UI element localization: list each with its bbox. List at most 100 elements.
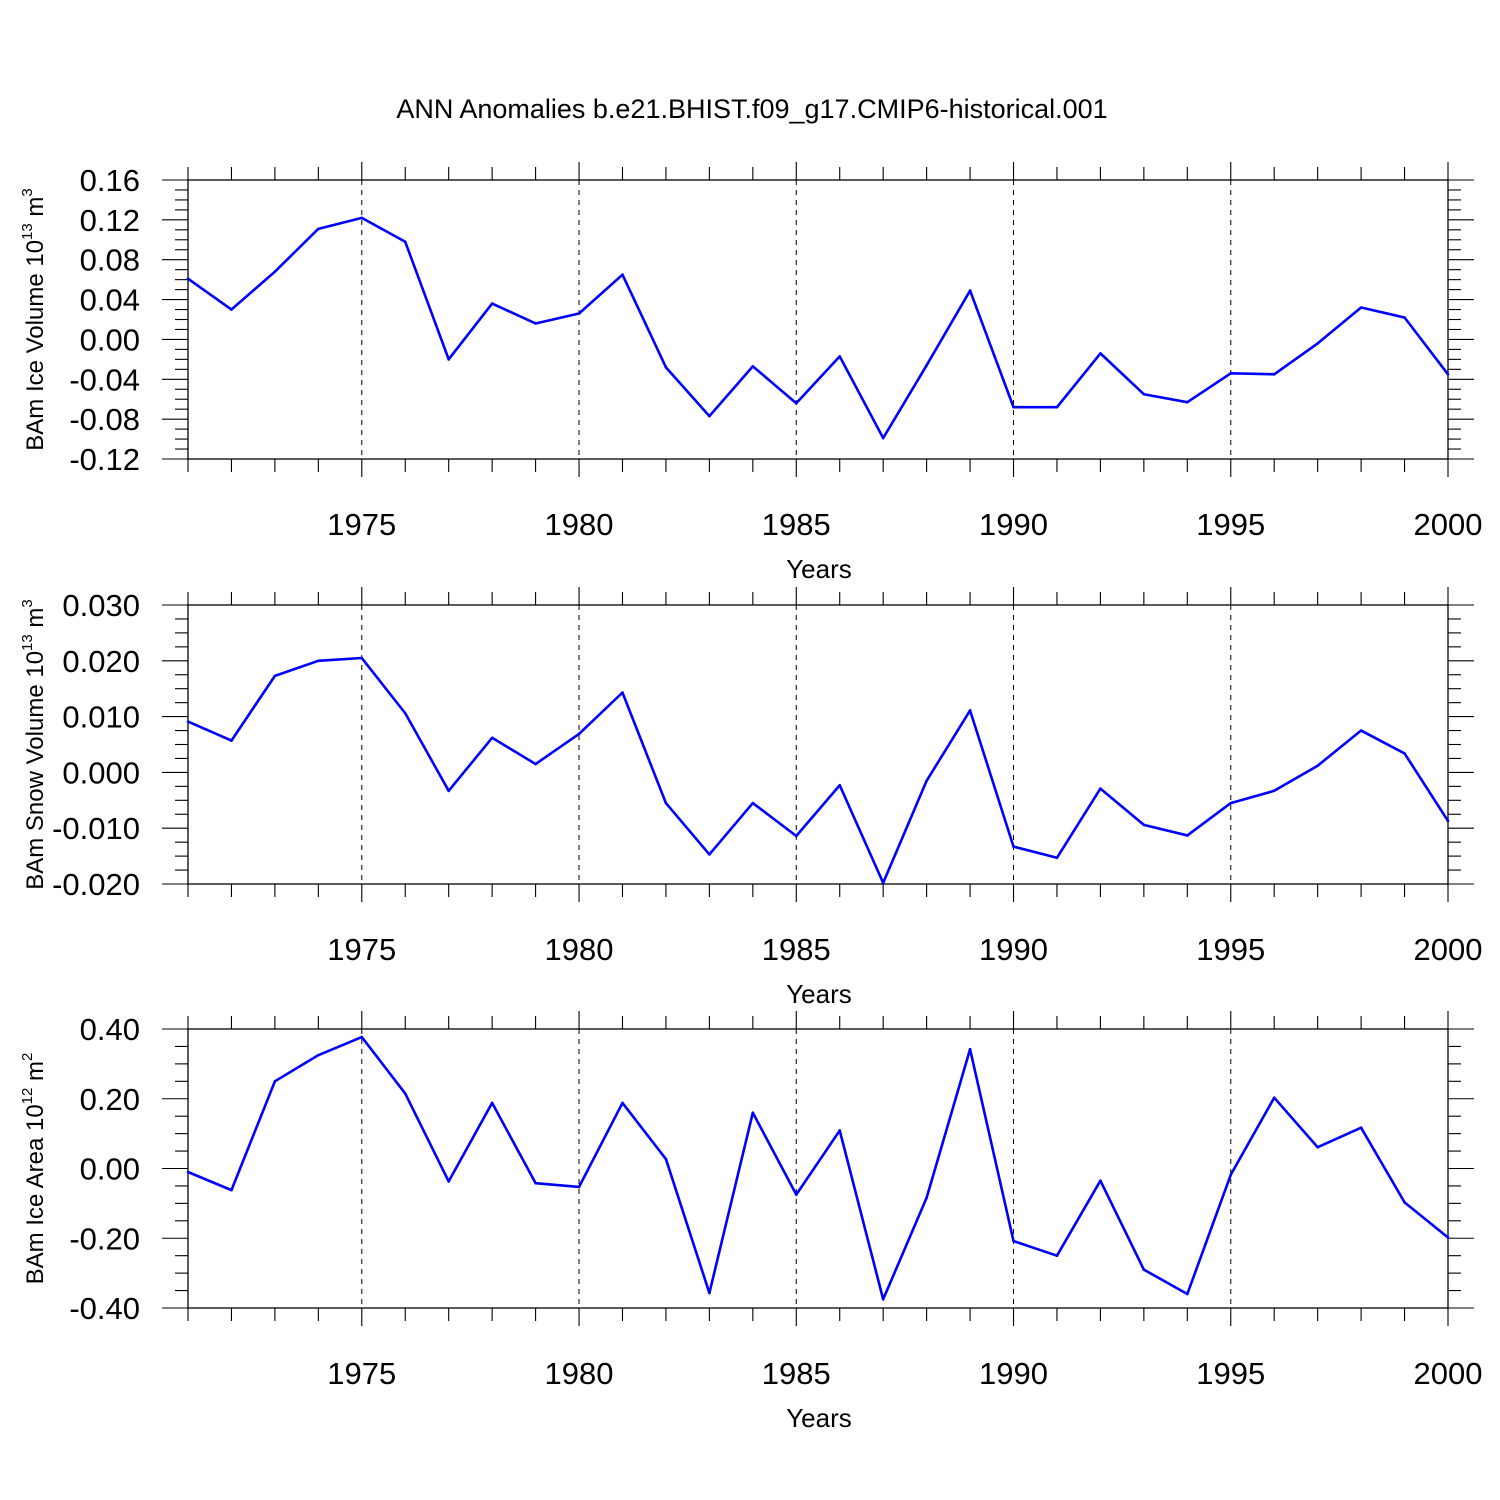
data-point — [1012, 405, 1015, 409]
data-point — [621, 273, 624, 276]
y-axis-label-main: BAm Ice Volume 10 — [22, 240, 49, 451]
y-tick-label: 0.010 — [62, 700, 140, 735]
data-point — [1099, 1179, 1102, 1183]
data-point — [230, 308, 233, 311]
data-point — [968, 289, 972, 292]
data-point — [1186, 400, 1189, 404]
y-axis-label-unit: m — [22, 608, 49, 635]
y-axis-label-unit-exponent: 3 — [19, 599, 36, 607]
chart-panel-ice-area: -0.40 -0.20 0.00 0.20 0.40 1975 1980 1985 1990 19… — [19, 1011, 1482, 1433]
y-axis-label-unit-exponent: 2 — [19, 1053, 36, 1061]
y-axis-label-main: BAm Ice Area 10 — [22, 1104, 49, 1284]
x-tick-label: 2000 — [1414, 932, 1483, 967]
data-point — [1272, 789, 1276, 793]
data-point — [1272, 373, 1276, 376]
data-point — [1055, 405, 1059, 409]
data-point — [1055, 856, 1059, 860]
data-point — [1099, 787, 1102, 790]
data-point — [968, 1047, 972, 1051]
data-point — [447, 1180, 450, 1183]
data-point — [1446, 819, 1450, 823]
x-tick-label: 1995 — [1196, 932, 1265, 967]
y-tick-label: 0.16 — [80, 163, 140, 198]
data-point — [664, 366, 668, 369]
x-tick-label: 1980 — [545, 932, 614, 967]
data-point — [838, 355, 842, 358]
data-point — [230, 739, 233, 742]
data-point — [664, 1157, 668, 1161]
data-point — [317, 1053, 320, 1057]
data-point — [577, 1185, 581, 1189]
data-point — [534, 1181, 537, 1185]
data-point — [403, 240, 407, 244]
chart-title: ANN Anomalies b.e21.BHIST.f09_g17.CMIP6-… — [396, 94, 1107, 124]
data-point — [1316, 342, 1319, 345]
data-point — [708, 853, 711, 856]
y-tick-label: -0.08 — [69, 402, 140, 437]
data-point — [577, 312, 581, 315]
data-point — [273, 270, 277, 273]
y-tick-label: 0.12 — [80, 203, 140, 238]
data-point — [838, 783, 842, 787]
data-point — [708, 414, 711, 418]
data-point — [534, 322, 537, 325]
data-point — [490, 1101, 494, 1105]
y-axis-label-main: BAm Snow Volume 10 — [22, 651, 49, 890]
data-point — [664, 801, 668, 805]
x-tick-label: 1975 — [327, 1356, 396, 1391]
y-tick-label: -0.20 — [69, 1221, 140, 1256]
x-tick-label: 1980 — [545, 1356, 614, 1391]
series-line-ice-volume — [187, 216, 1450, 440]
data-point — [490, 302, 494, 305]
x-tick-label: 1975 — [327, 932, 396, 967]
y-tick-label: -0.010 — [52, 811, 140, 846]
data-point — [925, 364, 928, 367]
data-point — [360, 1035, 364, 1039]
x-tick-label: 1975 — [327, 507, 396, 542]
data-point — [925, 779, 928, 783]
chart-panel-ice-volume: -0.12 -0.08 -0.04 0.00 0.04 0.08 0.12 0.16 1975 1… — [19, 162, 1482, 584]
x-tick-label: 2000 — [1414, 1356, 1483, 1391]
y-tick-label: 0.030 — [62, 588, 140, 623]
data-point — [1229, 801, 1233, 805]
data-point — [838, 1129, 842, 1132]
data-point — [708, 1291, 711, 1295]
y-tick-label: 0.40 — [80, 1012, 140, 1047]
data-point — [403, 711, 407, 715]
data-point — [186, 1170, 190, 1174]
data-point — [925, 1196, 928, 1200]
data-point — [1359, 729, 1363, 732]
data-point — [794, 834, 798, 838]
x-tick-label: 1995 — [1196, 1356, 1265, 1391]
x-tick-label: 1995 — [1196, 507, 1265, 542]
x-axis-label: Years — [786, 979, 852, 1009]
y-tick-label: 0.020 — [62, 644, 140, 679]
data-point — [1316, 1145, 1319, 1149]
y-tick-label: -0.04 — [69, 362, 140, 397]
data-point — [1186, 1292, 1189, 1296]
data-point — [577, 732, 581, 736]
data-point — [360, 216, 364, 220]
y-tick-label: 0.00 — [80, 1152, 140, 1187]
data-point — [1055, 1254, 1059, 1257]
data-point — [621, 1101, 624, 1105]
data-point — [447, 789, 450, 793]
data-point — [1446, 1236, 1450, 1239]
data-point — [1229, 1173, 1233, 1177]
y-axis-label-exponent: 13 — [19, 634, 36, 651]
data-point — [1403, 316, 1406, 319]
y-tick-label: -0.12 — [69, 442, 140, 477]
x-axis-label: Years — [786, 1403, 852, 1433]
data-point — [1186, 834, 1189, 837]
y-tick-label: 0.20 — [80, 1082, 140, 1117]
data-point — [1359, 306, 1363, 309]
data-point — [273, 1080, 277, 1083]
data-point — [1403, 752, 1406, 755]
data-point — [968, 709, 972, 712]
chart-panel-snow-volume: -0.020 -0.010 0.000 0.010 0.020 0.030 1975 1980… — [19, 587, 1482, 1009]
data-point — [490, 736, 494, 740]
data-point — [1012, 845, 1015, 848]
data-point — [403, 1092, 407, 1095]
y-tick-label: 0.04 — [80, 283, 140, 318]
